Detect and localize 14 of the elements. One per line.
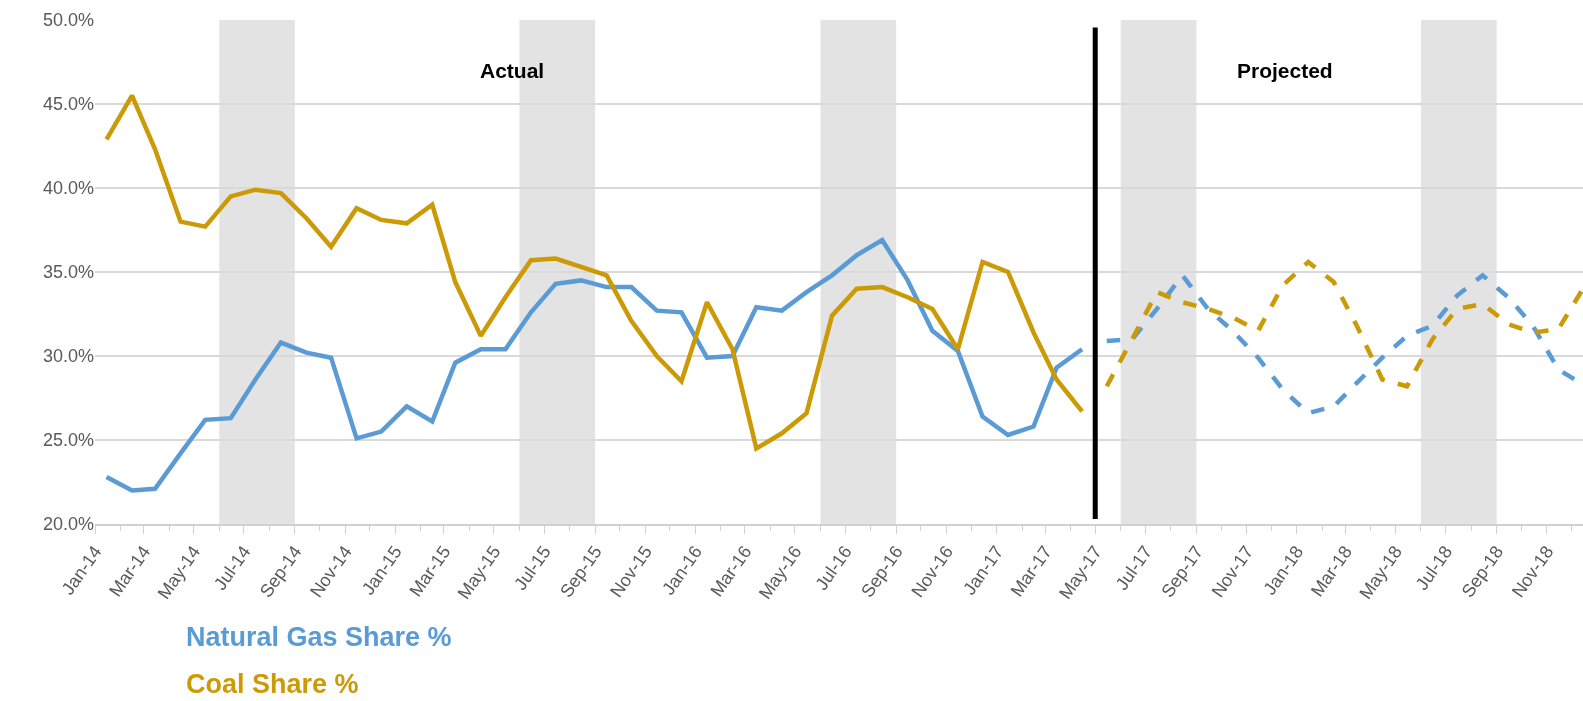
line-series	[104, 93, 1085, 451]
y-tick-label: 45.0%	[42, 94, 94, 115]
line-series	[104, 237, 1085, 493]
y-tick-label: 50.0%	[42, 10, 94, 31]
text: Natural Gas Share %	[186, 622, 452, 652]
y-tick-label: 20.0%	[42, 514, 94, 535]
y-tick-label: 40.0%	[42, 178, 94, 199]
annotation: Projected	[1237, 59, 1333, 82]
y-tick-label: 25.0%	[42, 430, 94, 451]
y-tick-label: 35.0%	[42, 262, 94, 283]
y-tick-label: 30.0%	[42, 346, 94, 367]
line-series	[1104, 259, 1583, 389]
text: Coal Share %	[186, 669, 359, 699]
annotation: Actual	[480, 59, 545, 82]
